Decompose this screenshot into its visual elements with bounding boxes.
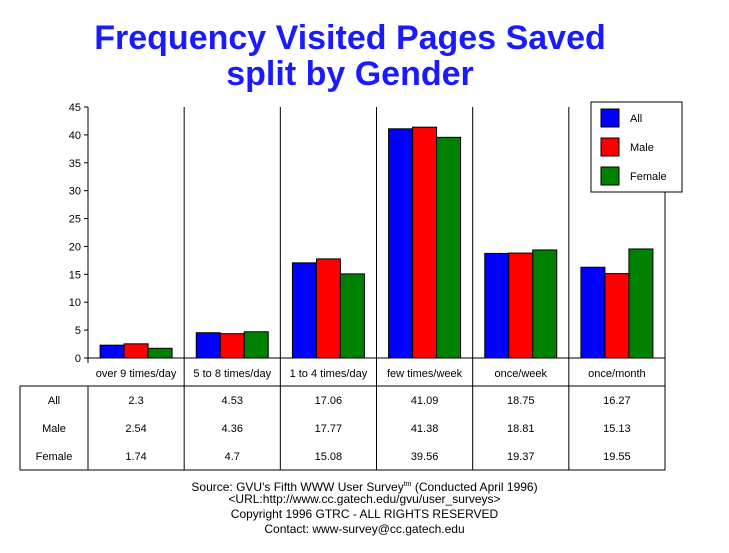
table-cell-value: 19.37 xyxy=(507,451,535,463)
table-cell-value: 41.38 xyxy=(411,423,439,435)
category-label: once/week xyxy=(494,368,547,380)
table-row-label: All xyxy=(48,395,60,407)
legend-swatch-female xyxy=(600,166,620,186)
bar-male xyxy=(604,273,630,359)
table-cell-value: 15.13 xyxy=(603,423,631,435)
y-tick-label: 10 xyxy=(69,297,81,309)
bar-female xyxy=(147,347,173,359)
bar-male xyxy=(508,252,534,359)
y-tick-label: 40 xyxy=(69,130,81,142)
y-tick-label: 35 xyxy=(69,158,81,170)
table-cell-value: 1.74 xyxy=(125,451,146,463)
footer-copyright: Copyright 1996 GTRC - ALL RIGHTS RESERVE… xyxy=(230,507,499,521)
y-tick-label: 30 xyxy=(69,186,81,198)
table-cell-value: 18.75 xyxy=(507,395,535,407)
category-label: once/month xyxy=(588,368,645,380)
category-label: few times/week xyxy=(387,368,463,380)
legend-label: Male xyxy=(630,142,654,154)
chart-title-line1: Frequency Visited Pages Saved xyxy=(94,19,606,57)
y-tick-label: 0 xyxy=(75,353,81,365)
y-tick-label: 5 xyxy=(75,325,81,337)
legend-label: All xyxy=(630,113,642,125)
trademark-superscript: tm xyxy=(403,481,412,488)
table-cell-value: 41.09 xyxy=(411,395,439,407)
legend-swatch-male xyxy=(600,137,620,157)
source-date: (Conducted April 1996) xyxy=(411,480,538,494)
bar-all xyxy=(580,266,606,359)
category-label: 1 to 4 times/day xyxy=(290,368,368,380)
source-text: Source: GVU's Fifth WWW User Survey xyxy=(191,480,404,494)
table-cell-value: 39.56 xyxy=(411,451,439,463)
bar-male xyxy=(412,126,438,359)
table-row-label: Male xyxy=(42,423,66,435)
bar-all xyxy=(291,262,317,359)
data-table-border xyxy=(19,385,666,471)
table-cell-value: 19.55 xyxy=(603,451,631,463)
legend-swatch-all xyxy=(600,108,620,128)
table-cell-value: 2.3 xyxy=(128,395,143,407)
table-cell-value: 2.54 xyxy=(125,423,146,435)
table-cell-value: 17.77 xyxy=(315,423,343,435)
bar-female xyxy=(243,331,269,359)
bar-female xyxy=(436,136,462,359)
y-tick-label: 15 xyxy=(69,269,81,281)
bar-female xyxy=(339,273,365,359)
table-cell-value: 15.08 xyxy=(315,451,343,463)
bar-male xyxy=(219,333,245,359)
category-label: 5 to 8 times/day xyxy=(193,368,271,380)
bar-male xyxy=(123,343,149,359)
table-cell-value: 4.7 xyxy=(225,451,240,463)
bar-female xyxy=(532,249,558,359)
footer-url: <URL:http://www.cc.gatech.edu/gvu/user_s… xyxy=(228,492,501,506)
table-cell-value: 17.06 xyxy=(315,395,343,407)
chart-title-line2: split by Gender xyxy=(226,55,474,93)
y-tick-label: 25 xyxy=(69,214,81,226)
footer-contact: Contact: www-survey@cc.gatech.edu xyxy=(264,522,465,536)
footer-source: Source: GVU's Fifth WWW User Surveytm (C… xyxy=(0,477,729,495)
bar-all xyxy=(388,128,414,359)
y-tick-label: 45 xyxy=(69,102,81,114)
category-label: over 9 times/day xyxy=(96,368,177,380)
bar-female xyxy=(628,248,654,359)
bar-all xyxy=(99,344,125,359)
bar-all xyxy=(484,252,510,359)
table-cell-value: 16.27 xyxy=(603,395,631,407)
table-cell-value: 18.81 xyxy=(507,423,535,435)
table-row-label: Female xyxy=(36,451,73,463)
bar-male xyxy=(315,258,341,359)
bar-all xyxy=(195,332,221,359)
table-cell-value: 4.53 xyxy=(222,395,243,407)
legend-label: Female xyxy=(630,171,667,183)
table-cell-value: 4.36 xyxy=(222,423,243,435)
y-tick-label: 20 xyxy=(69,241,81,253)
